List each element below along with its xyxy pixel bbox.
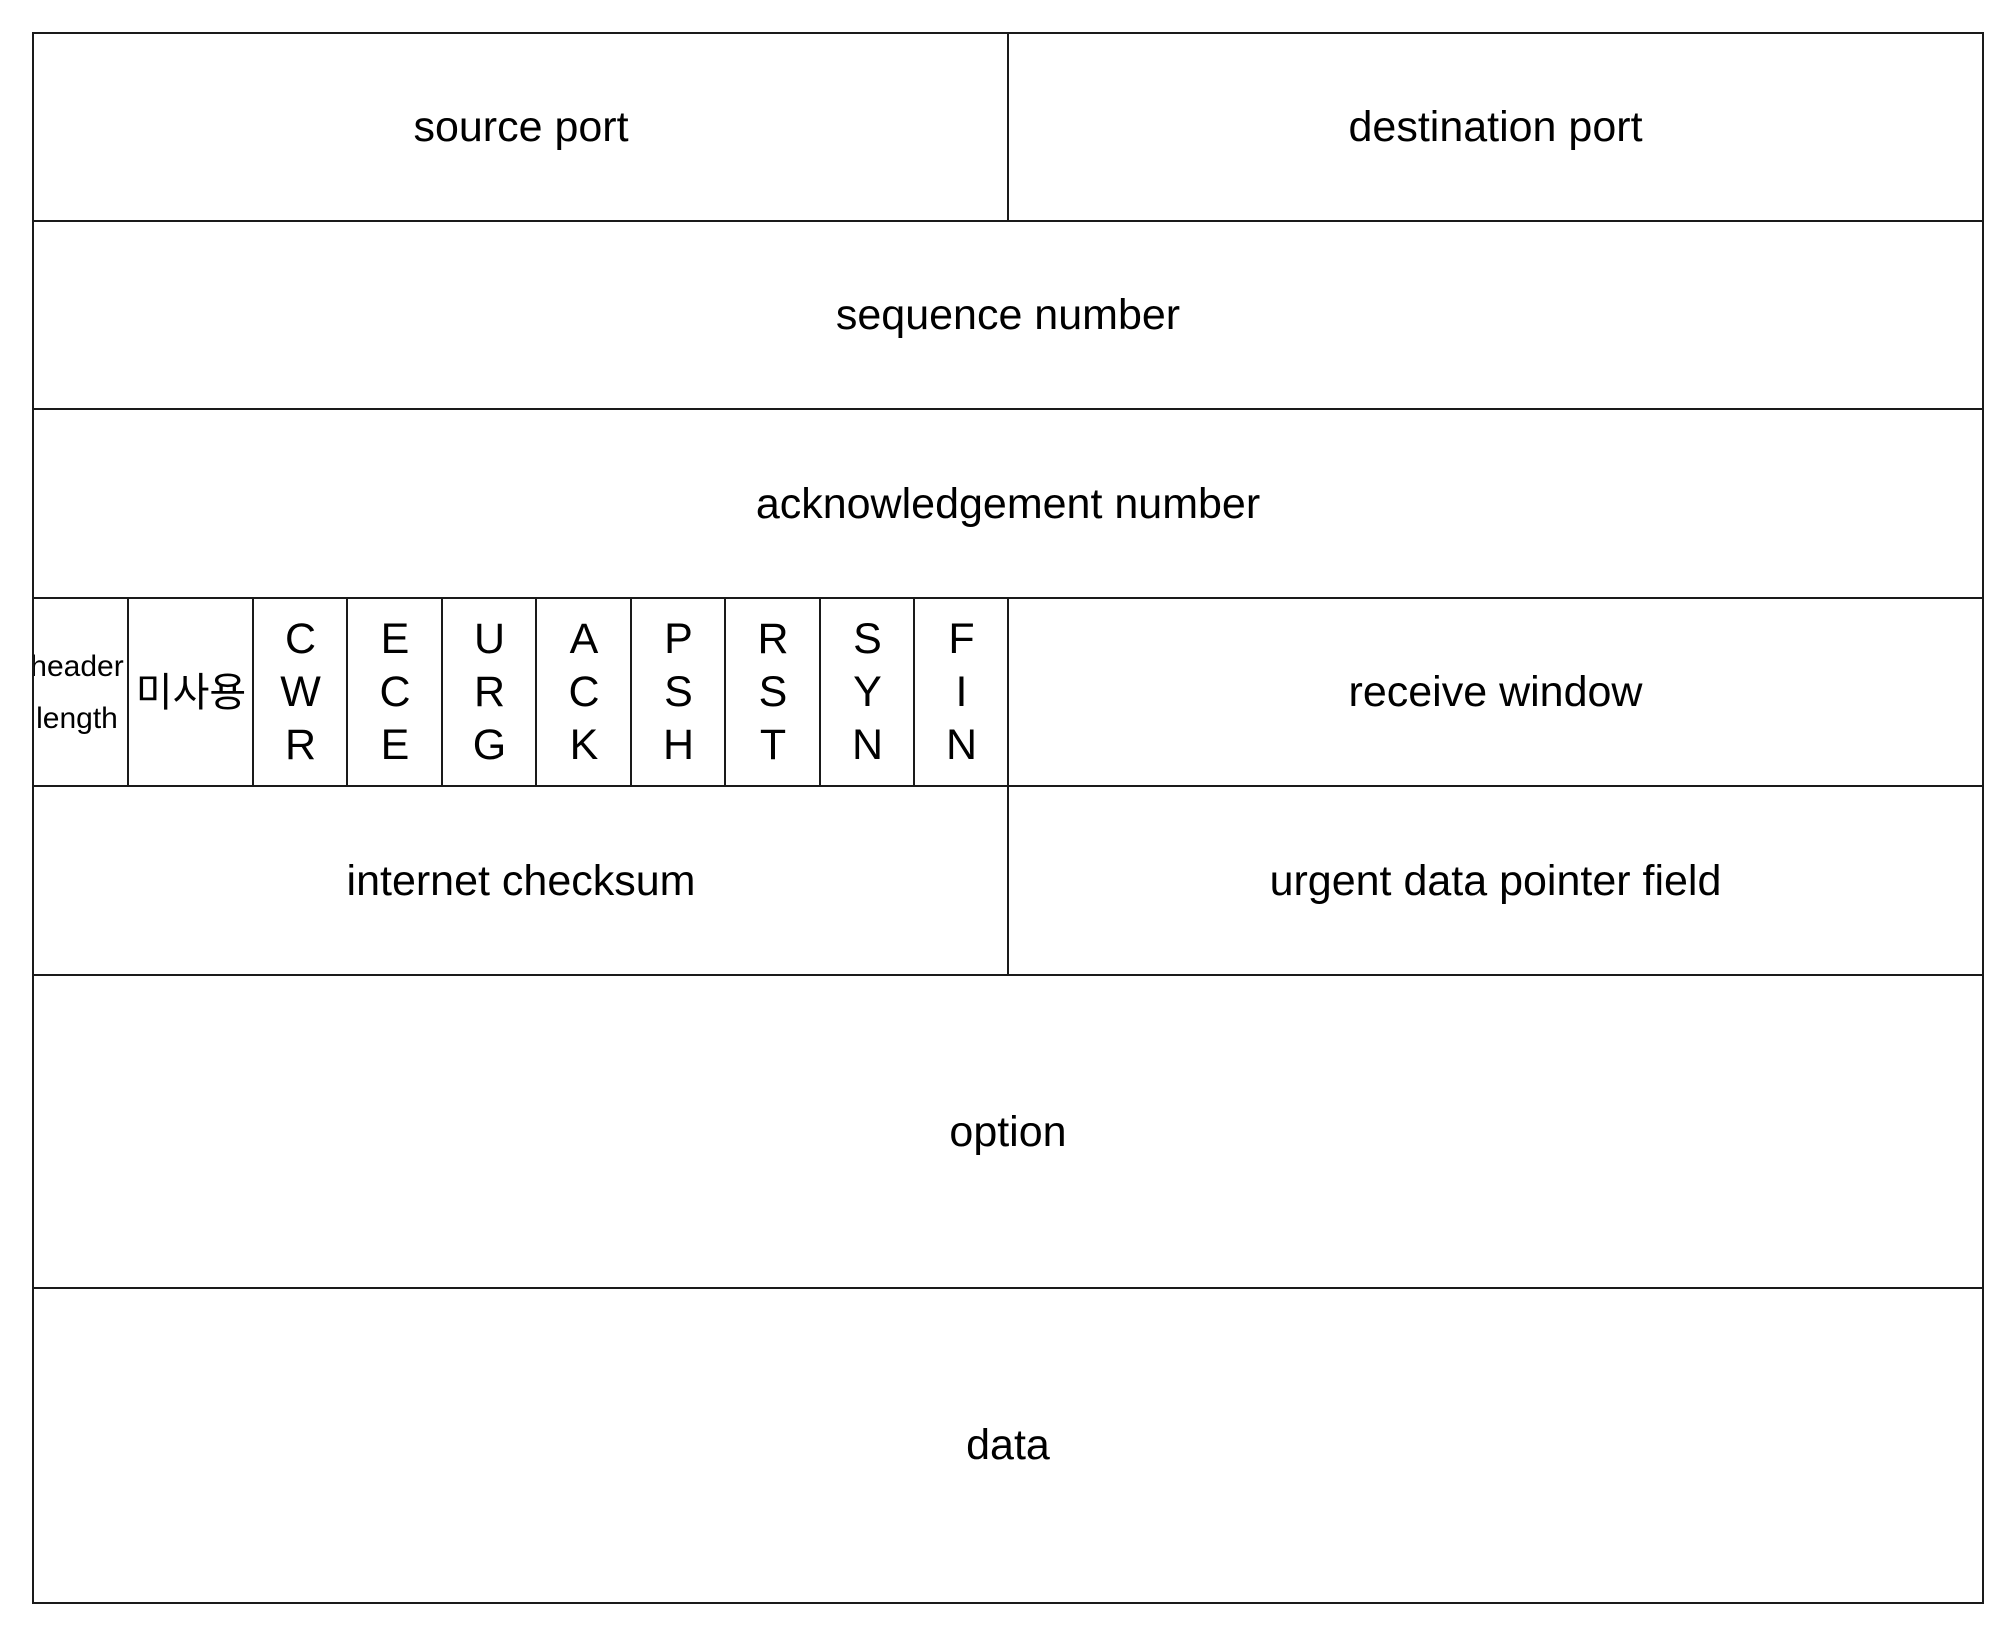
destination-port-label: destination port [1348, 103, 1643, 151]
flag-fin-field: F I N [913, 597, 1010, 788]
flag-cwr-field: C W R [252, 597, 349, 788]
flag-fin-label: F I N [945, 615, 978, 769]
source-port-field: source port [32, 32, 1010, 223]
source-port-label: source port [413, 103, 629, 151]
receive-window-label: receive window [1348, 668, 1643, 716]
flag-urg-label: U R G [472, 615, 507, 769]
sequence-number-field: sequence number [32, 220, 1984, 411]
acknowledgement-number-label: acknowledgement number [755, 479, 1261, 528]
flag-cwr-label: C W R [280, 615, 321, 769]
destination-port-field: destination port [1007, 32, 1984, 223]
unused-field: 미사용 [127, 597, 255, 788]
flag-ack-label: A C K [568, 615, 600, 769]
data-field: data [32, 1287, 1984, 1604]
header-length-field: header length [32, 597, 130, 788]
data-label: data [966, 1421, 1050, 1469]
option-label: option [949, 1107, 1067, 1156]
unused-label: 미사용 [135, 669, 247, 716]
header-length-label: header length [32, 649, 124, 735]
flag-rst-label: R S T [757, 615, 789, 769]
flag-psh-field: P S H [630, 597, 727, 788]
flag-psh-label: P S H [662, 615, 695, 769]
option-field: option [32, 974, 1984, 1290]
urgent-data-pointer-field: urgent data pointer field [1007, 785, 1984, 977]
flag-syn-label: S Y N [851, 615, 884, 769]
flag-rst-field: R S T [724, 597, 822, 788]
flag-ece-field: E C E [346, 597, 444, 788]
sequence-number-label: sequence number [835, 291, 1181, 339]
receive-window-field: receive window [1007, 597, 1984, 788]
flag-ack-field: A C K [535, 597, 633, 788]
flag-urg-field: U R G [441, 597, 538, 788]
urgent-data-pointer-label: urgent data pointer field [1269, 856, 1722, 905]
flag-syn-field: S Y N [819, 597, 916, 788]
internet-checksum-field: internet checksum [32, 785, 1010, 977]
acknowledgement-number-field: acknowledgement number [32, 408, 1984, 600]
internet-checksum-label: internet checksum [346, 856, 696, 905]
flag-ece-label: E C E [379, 615, 411, 769]
